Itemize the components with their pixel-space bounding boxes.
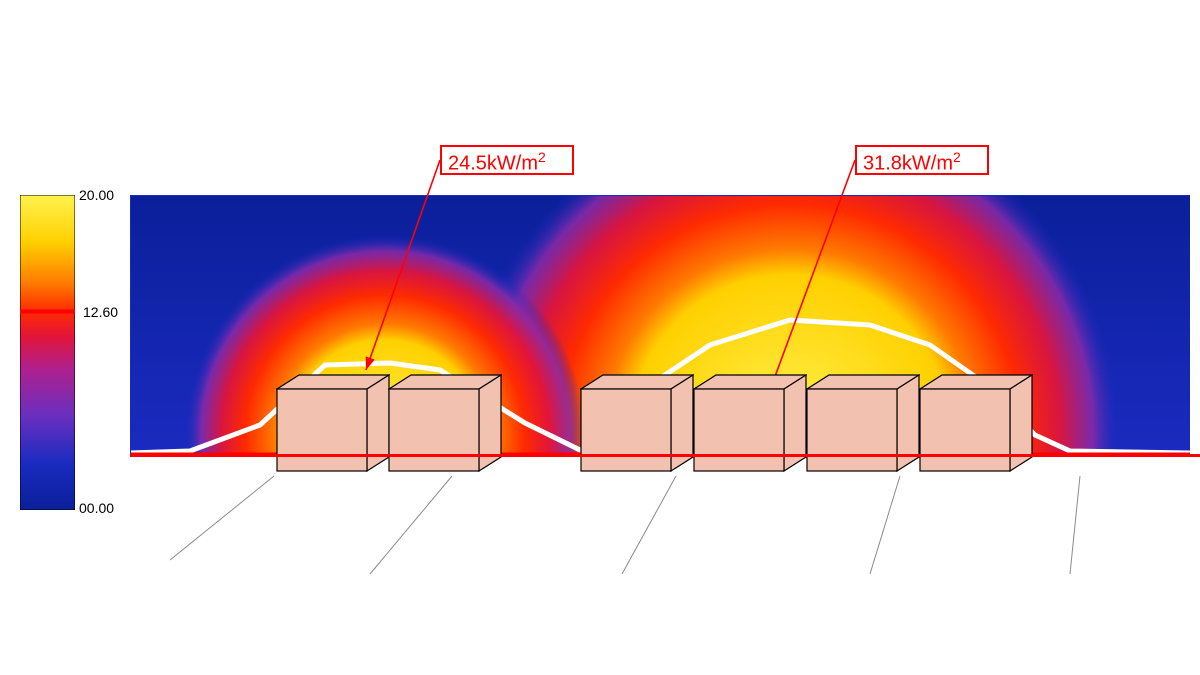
- cube-3: [580, 374, 694, 472]
- baseline-extension: [130, 454, 1200, 457]
- cube-2: [388, 374, 502, 472]
- cubes-layer: [0, 0, 1200, 675]
- cube-5: [806, 374, 920, 472]
- cube-1: [276, 374, 390, 472]
- cube-4: [693, 374, 807, 472]
- cube-6: [919, 374, 1033, 472]
